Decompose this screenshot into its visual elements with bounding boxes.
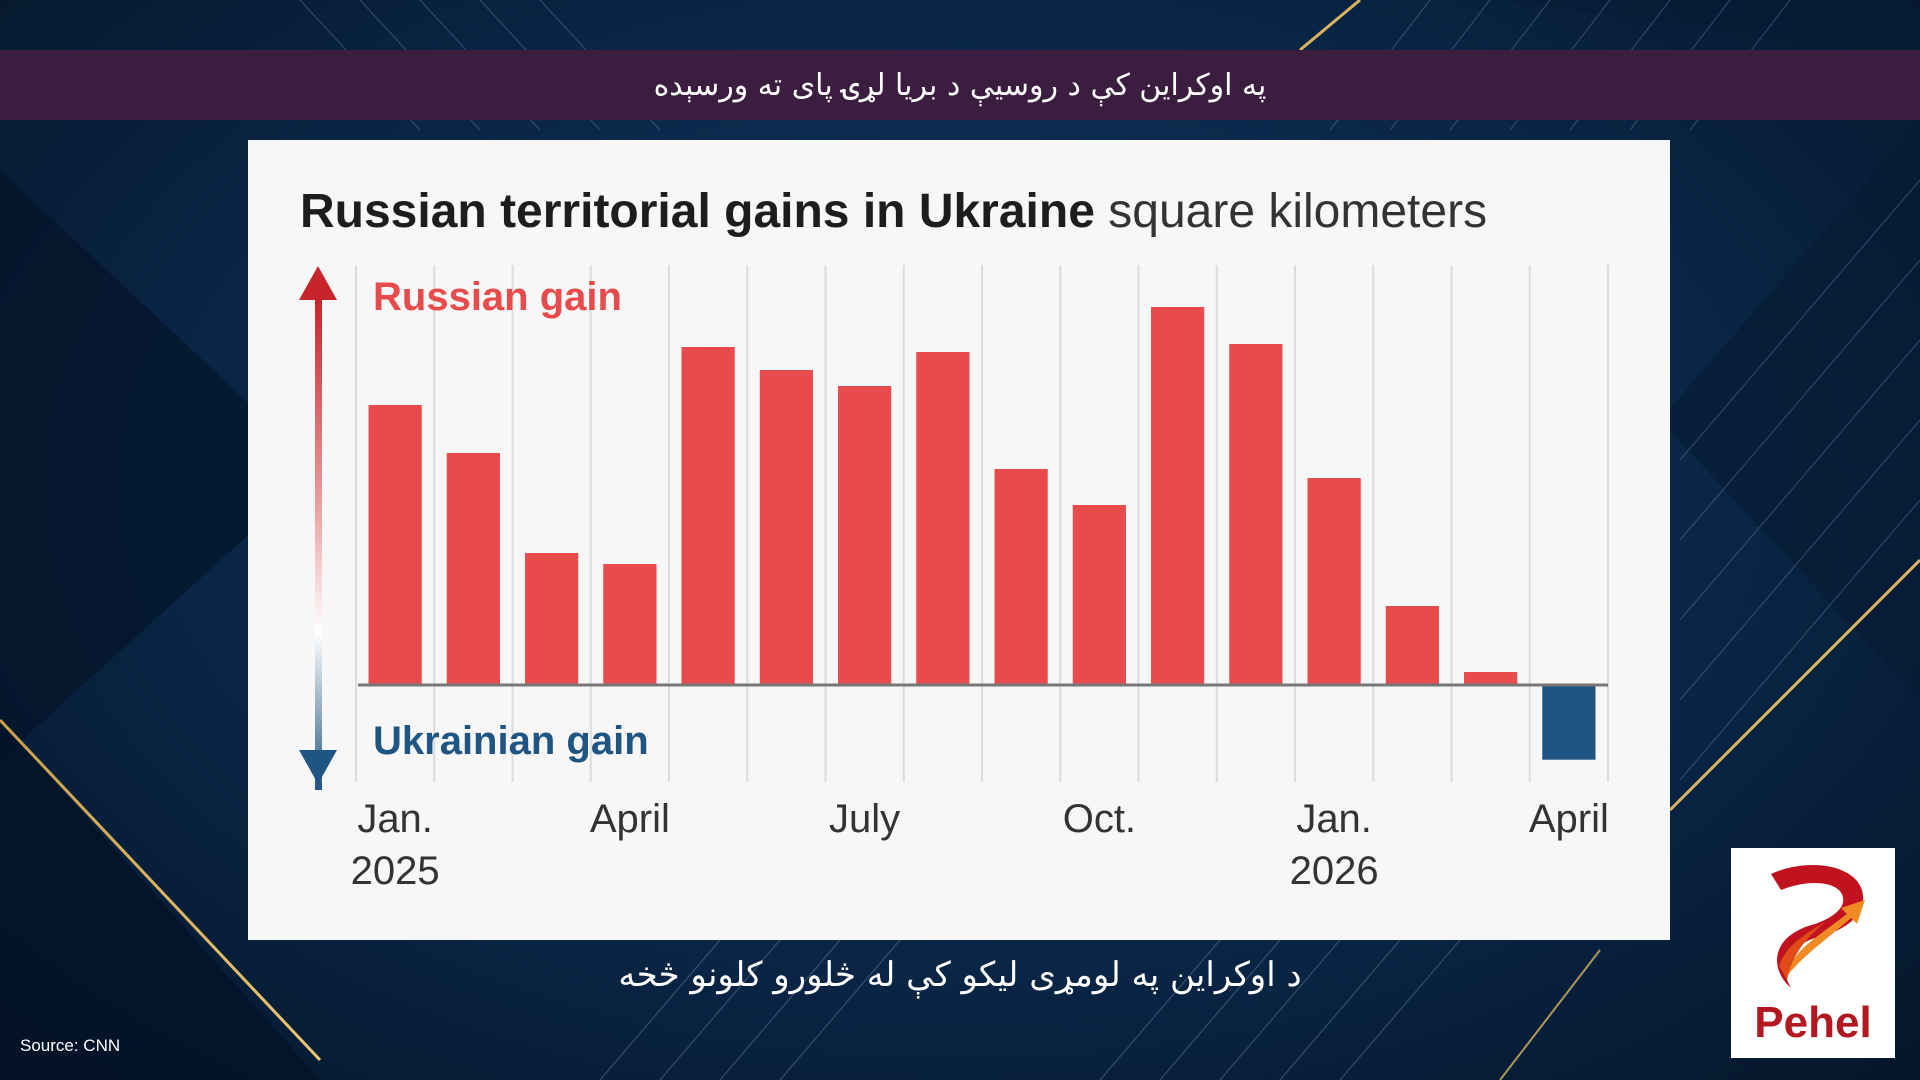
bar-mar-2026 (1464, 672, 1518, 685)
x-tick-label: April (1529, 797, 1609, 841)
x-tick-label: Jan. (357, 797, 433, 841)
pehel-logo: Pehel (1731, 848, 1895, 1058)
bar-aug-2025 (916, 352, 970, 685)
bar-apr-2025 (603, 564, 657, 685)
bar-may-2025 (681, 347, 735, 685)
x-tick-year-label: 2025 (351, 849, 440, 893)
bar-apr-2026 (1542, 685, 1596, 760)
chart-title-unit: square kilometers (1108, 185, 1488, 238)
bar-jul-2025 (838, 386, 892, 685)
top-banner: په اوکراین کې د روسيې د بريا لړۍ پای ته … (0, 50, 1920, 120)
x-tick-label: July (829, 797, 900, 841)
down-arrow-icon (299, 750, 337, 784)
pehel-logo-icon (1771, 865, 1865, 988)
chart-title-main: Russian territorial gains in Ukraine (300, 185, 1095, 238)
bar-mar-2025 (525, 553, 579, 685)
bar-feb-2025 (446, 453, 500, 685)
x-tick-year-label: 2026 (1290, 849, 1379, 893)
source-credit: Source: CNN (20, 1036, 121, 1055)
russian-gain-label: Russian gain (373, 275, 622, 319)
direction-arrow-shaft (315, 300, 322, 790)
bar-nov-2025 (1151, 307, 1205, 685)
bar-feb-2026 (1385, 606, 1439, 685)
x-tick-label: Jan. (1296, 797, 1372, 841)
bottom-caption: د اوکراین په لومړی لیکو کې له څلورو کلون… (618, 955, 1302, 995)
chart-card: Russian territorial gains in Ukraine squ… (248, 140, 1670, 940)
bar-sep-2025 (994, 469, 1048, 685)
banner-title: په اوکراین کې د روسيې د بريا لړۍ پای ته … (653, 67, 1267, 103)
up-arrow-icon (299, 266, 337, 300)
bar-jun-2025 (759, 370, 813, 685)
bar-jan-2025 (368, 405, 422, 685)
bar-jan-2026 (1307, 478, 1361, 685)
bar-oct-2025 (1072, 505, 1126, 685)
logo-text: Pehel (1754, 998, 1872, 1047)
chart-title: Russian territorial gains in Ukraine squ… (300, 184, 1487, 239)
bar-chart: Jan. 2025 April July Oct. Jan. 2026 April Russi… (299, 265, 1609, 893)
ukrainian-gain-label: Ukrainian gain (373, 719, 649, 763)
x-tick-label: April (590, 797, 670, 841)
bar-dec-2025 (1229, 344, 1283, 685)
x-tick-label: Oct. (1063, 797, 1136, 841)
